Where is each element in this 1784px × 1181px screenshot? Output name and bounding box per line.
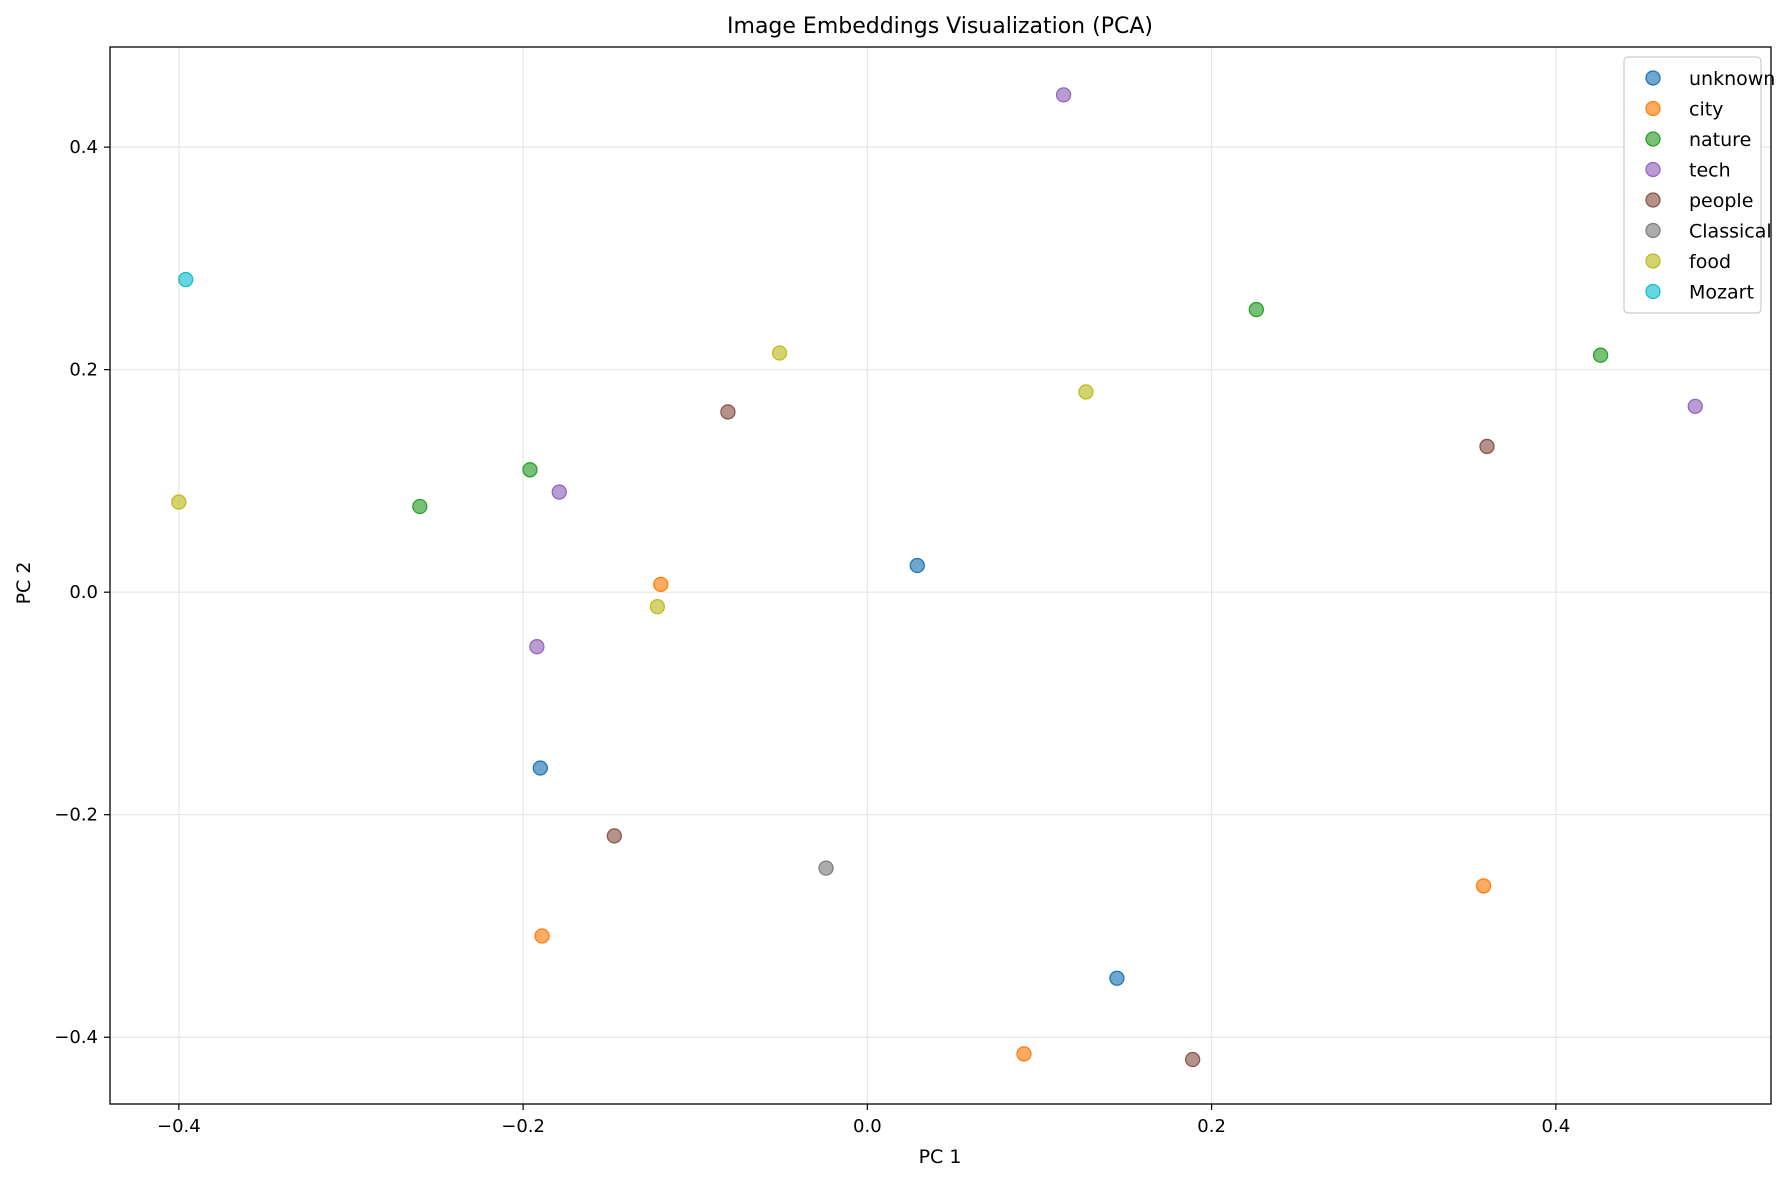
legend-label: nature — [1689, 129, 1751, 151]
legend-frame — [1623, 56, 1762, 314]
series-food — [171, 345, 1094, 615]
data-point — [653, 576, 669, 593]
legend-marker — [1645, 283, 1661, 300]
legend-label: people — [1689, 190, 1753, 212]
legend-marker — [1645, 100, 1661, 117]
series-mozart — [178, 271, 194, 288]
plot-area — [109, 46, 1772, 1105]
legend-marker — [1645, 131, 1661, 147]
legend-item: people — [1645, 190, 1753, 212]
legend-label: food — [1689, 251, 1731, 273]
y-tick-label: −0.2 — [54, 805, 98, 826]
y-tick-label: 0.2 — [69, 360, 98, 381]
series-unknown — [532, 557, 1125, 986]
legend-item: unknown — [1645, 68, 1775, 90]
data-point — [529, 639, 545, 655]
data-point — [1016, 1046, 1032, 1062]
data-point — [909, 557, 925, 574]
series-nature — [412, 301, 1609, 515]
legend-marker — [1645, 253, 1661, 269]
x-tick-label: −0.4 — [157, 1116, 201, 1137]
legend-label: Classical — [1689, 221, 1772, 243]
x-tick-label: −0.2 — [501, 1116, 545, 1137]
legend-marker — [1645, 161, 1661, 178]
data-point — [1248, 301, 1264, 318]
data-point — [1078, 384, 1094, 400]
legend: unknown city nature tech people Classical food… — [1623, 56, 1775, 314]
x-tick-label: 0.2 — [1197, 1116, 1226, 1137]
data-point — [412, 498, 428, 515]
legend-marker — [1645, 70, 1661, 86]
data-point — [818, 860, 834, 876]
data-points — [171, 87, 1703, 1068]
x-axis-label: PC 1 — [919, 1146, 962, 1168]
legend-marker — [1645, 222, 1661, 239]
data-point — [522, 462, 538, 478]
data-point — [1185, 1051, 1201, 1068]
data-point — [171, 494, 187, 510]
series-city — [534, 576, 1492, 1062]
data-point — [1592, 347, 1609, 363]
legend-label: tech — [1689, 160, 1731, 182]
data-point — [1109, 970, 1125, 986]
data-point — [1479, 438, 1495, 455]
data-point — [1687, 398, 1703, 415]
x-tick-label: 0.0 — [853, 1116, 882, 1137]
legend-item: Classical — [1645, 221, 1772, 243]
data-point — [606, 828, 622, 844]
legend-item: food — [1645, 251, 1731, 273]
legend-label: unknown — [1689, 68, 1775, 90]
data-point — [1055, 87, 1072, 103]
legend-label: city — [1689, 99, 1723, 121]
data-point — [178, 271, 194, 288]
data-point — [720, 404, 736, 420]
series-classical — [818, 860, 834, 876]
y-tick-label: 0.4 — [69, 137, 98, 158]
series-tech — [529, 87, 1703, 655]
data-point — [1475, 878, 1492, 894]
data-point — [649, 599, 666, 615]
y-axis-label: PC 2 — [13, 562, 35, 605]
legend-label: Mozart — [1689, 282, 1754, 304]
axis-ticks: −0.4 −0.2 0.0 0.2 0.4 −0.4 −0.2 0.0 0.2 0.4 — [54, 137, 1570, 1137]
y-tick-label: 0.0 — [69, 582, 98, 603]
legend-marker — [1645, 192, 1661, 208]
y-tick-label: −0.4 — [54, 1027, 98, 1048]
data-point — [551, 484, 567, 500]
legend-item: city — [1645, 99, 1723, 121]
legend-item: Mozart — [1645, 282, 1754, 304]
data-point — [532, 760, 548, 776]
legend-item: nature — [1645, 129, 1751, 151]
grid-lines — [110, 47, 1771, 1104]
data-point — [771, 345, 788, 361]
x-tick-label: 0.4 — [1542, 1116, 1571, 1137]
series-people — [606, 404, 1495, 1068]
chart-title: Image Embeddings Visualization (PCA) — [727, 14, 1153, 39]
legend-item: tech — [1645, 160, 1731, 182]
data-point — [534, 928, 550, 944]
